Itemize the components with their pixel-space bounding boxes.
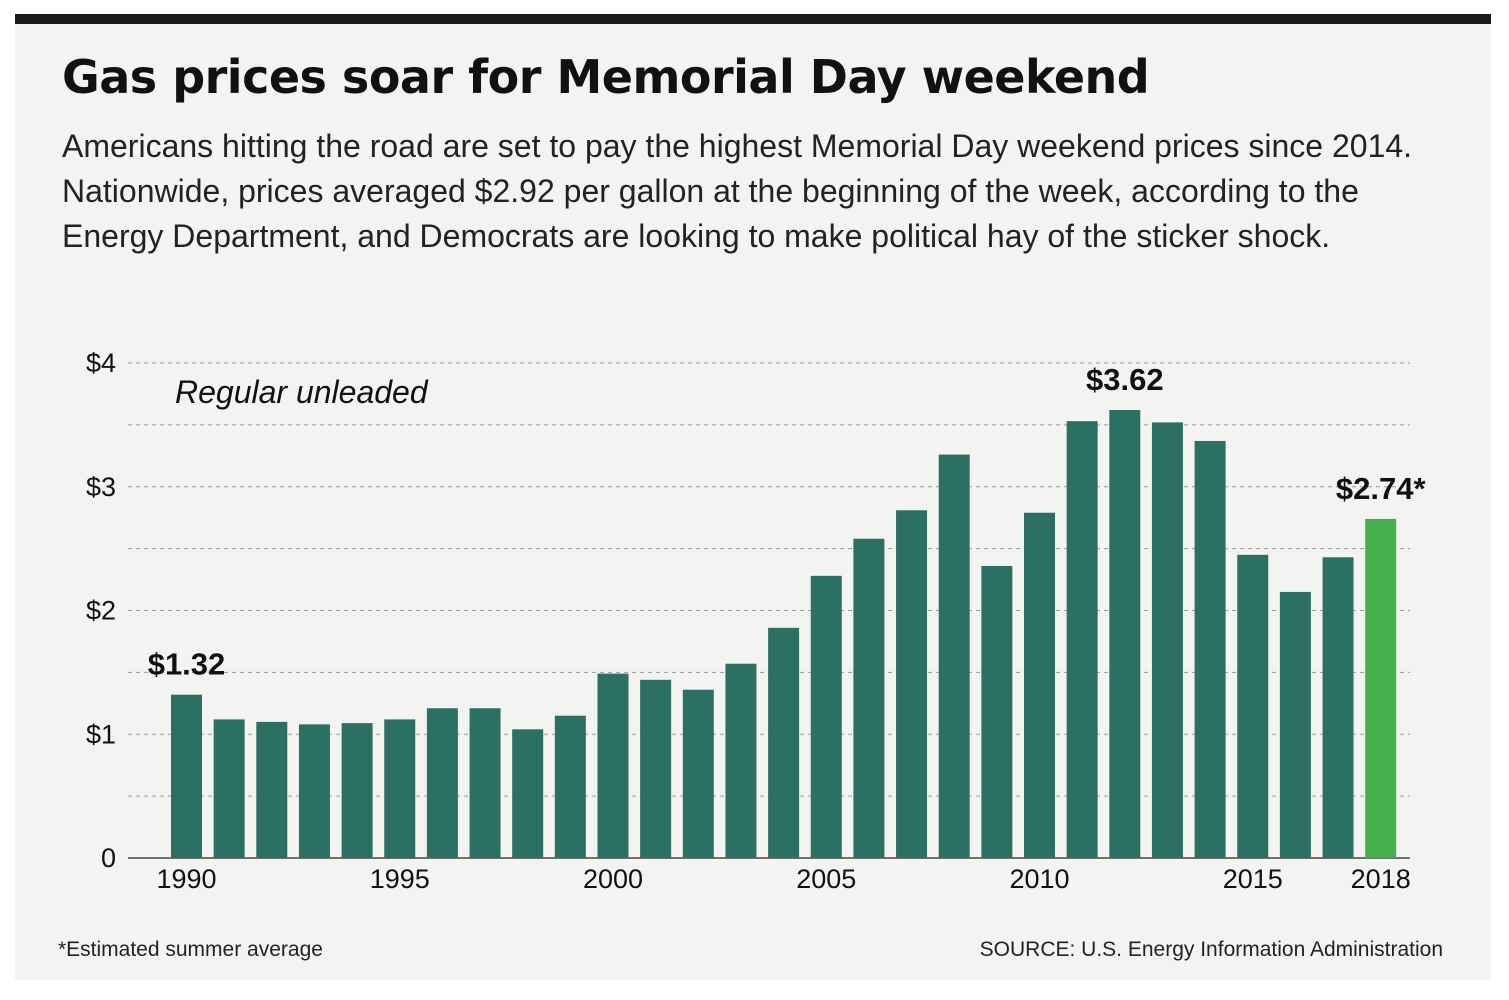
bar-2007 bbox=[896, 510, 928, 858]
bar-2013 bbox=[1151, 422, 1183, 858]
bars bbox=[171, 410, 1397, 858]
x-tick-label: 2015 bbox=[1223, 864, 1283, 894]
x-axis-labels: 1990 1995 2000 2005 2010 2015 2018 bbox=[156, 864, 1410, 894]
bar-2009 bbox=[981, 565, 1013, 858]
bar-2004 bbox=[768, 627, 800, 858]
y-tick-label: $4 bbox=[86, 348, 116, 378]
bar-2008 bbox=[938, 454, 970, 858]
y-tick-label: 0 bbox=[101, 843, 116, 873]
x-tick-label: 2000 bbox=[583, 864, 643, 894]
bar-2003 bbox=[725, 663, 757, 858]
bar-1992 bbox=[256, 721, 288, 858]
x-tick-label: 1990 bbox=[156, 864, 216, 894]
source-note: SOURCE: U.S. Energy Information Administ… bbox=[979, 938, 1443, 961]
bar-2016 bbox=[1279, 591, 1311, 858]
y-tick-label: $1 bbox=[86, 719, 116, 749]
bar-2005 bbox=[810, 575, 842, 858]
value-callout: $1.32 bbox=[148, 647, 226, 682]
annotations: $1.32 $3.62 $2.74* bbox=[148, 362, 1427, 682]
x-tick-label: 1995 bbox=[370, 864, 430, 894]
bar-2002 bbox=[682, 689, 714, 858]
bar-1995 bbox=[384, 719, 416, 858]
value-callout: $2.74* bbox=[1336, 471, 1427, 506]
bar-1996 bbox=[426, 708, 458, 858]
bar-1993 bbox=[298, 724, 330, 858]
bar-2014 bbox=[1194, 440, 1226, 858]
series-label: Regular unleaded bbox=[175, 374, 429, 410]
bar-1997 bbox=[469, 708, 501, 858]
bar-2001 bbox=[640, 679, 672, 858]
bar-2010 bbox=[1024, 512, 1055, 858]
bar-2015 bbox=[1237, 554, 1269, 858]
bar-2018 bbox=[1365, 518, 1397, 858]
bar-2006 bbox=[853, 538, 885, 858]
x-tick-label: 2005 bbox=[796, 864, 856, 894]
chart-title: Gas prices soar for Memorial Day weekend bbox=[62, 50, 1150, 104]
y-tick-label: $3 bbox=[86, 472, 116, 502]
bar-1990 bbox=[171, 694, 202, 858]
bar-1991 bbox=[213, 719, 245, 858]
value-callout: $3.62 bbox=[1086, 362, 1164, 397]
bar-2017 bbox=[1322, 557, 1354, 858]
footnote: *Estimated summer average bbox=[58, 938, 323, 961]
bar-1994 bbox=[341, 723, 373, 858]
x-tick-label: 2018 bbox=[1351, 864, 1411, 894]
y-tick-label: $2 bbox=[86, 596, 116, 626]
x-tick-label: 2010 bbox=[1009, 864, 1069, 894]
bar-1999 bbox=[554, 715, 586, 858]
bar-2000 bbox=[597, 673, 629, 858]
bar-1998 bbox=[512, 729, 544, 858]
y-axis-labels: 0 $1 $2 $3 $4 bbox=[86, 348, 116, 873]
bar-2012 bbox=[1109, 410, 1141, 858]
bar-2011 bbox=[1066, 421, 1098, 858]
chart-subtitle: Americans hitting the road are set to pa… bbox=[62, 128, 1413, 254]
